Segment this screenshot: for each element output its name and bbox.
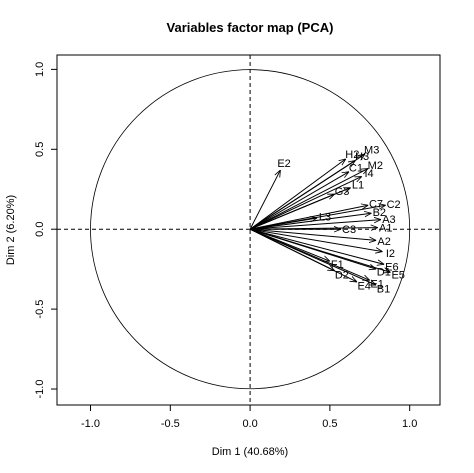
variable-label: G3 bbox=[335, 186, 350, 198]
variable-arrow bbox=[249, 228, 376, 285]
variable-arrow bbox=[249, 228, 390, 272]
y-tick-label: 0.0 bbox=[34, 222, 46, 237]
y-tick-label: 0.5 bbox=[34, 142, 46, 157]
y-tick-label: 1.0 bbox=[34, 62, 46, 77]
variable-arrow bbox=[249, 228, 330, 262]
variable-arrow bbox=[249, 160, 355, 230]
y-tick-label: -0.5 bbox=[34, 300, 46, 319]
variable-arrow bbox=[249, 176, 362, 230]
variable-label: B2 bbox=[373, 207, 386, 219]
plot-frame bbox=[56, 54, 441, 406]
variable-label: A1 bbox=[379, 223, 392, 235]
variable-label: C7 bbox=[369, 199, 383, 211]
chart-title: Variables factor map (PCA) bbox=[167, 20, 334, 35]
variable-arrow bbox=[249, 172, 349, 230]
variable-arrow bbox=[249, 168, 368, 230]
variable-arrow bbox=[249, 205, 368, 230]
variable-arrow bbox=[249, 228, 384, 264]
variable-arrow bbox=[250, 228, 382, 251]
variable-label: M2 bbox=[368, 160, 383, 172]
y-tick-label: -1.0 bbox=[34, 380, 46, 399]
variable-label: F1 bbox=[331, 259, 344, 271]
variable-label: M3 bbox=[364, 145, 379, 157]
variable-label: C3 bbox=[342, 224, 356, 236]
variable-arrow bbox=[249, 170, 280, 230]
variable-label: B1 bbox=[377, 283, 390, 295]
variable-label: E4 bbox=[357, 280, 370, 292]
x-tick-label: -0.5 bbox=[161, 418, 180, 430]
y-axis-label: Dim 2 (6.20%) bbox=[5, 195, 17, 265]
variable-label: L1 bbox=[352, 180, 364, 192]
x-tick-label: 1.0 bbox=[402, 418, 417, 430]
variable-label: L3 bbox=[319, 212, 331, 224]
variable-label: A2 bbox=[377, 236, 390, 248]
variable-label: E5 bbox=[391, 270, 404, 282]
variable-arrow bbox=[250, 218, 317, 230]
variable-arrow bbox=[249, 193, 335, 230]
variable-label: H2 bbox=[345, 149, 359, 161]
x-axis-label: Dim 1 (40.68%) bbox=[212, 446, 288, 458]
variable-arrow bbox=[250, 228, 376, 240]
variable-arrow bbox=[250, 220, 381, 230]
variable-label: I2 bbox=[386, 248, 395, 260]
x-tick-label: -1.0 bbox=[81, 418, 100, 430]
variable-label: I4 bbox=[364, 168, 373, 180]
variable-label: E2 bbox=[277, 158, 290, 170]
variable-label: H3 bbox=[355, 151, 369, 163]
variable-label: C2 bbox=[387, 199, 401, 211]
variable-arrow bbox=[249, 228, 357, 282]
variable-label: A3 bbox=[382, 214, 395, 226]
x-tick-label: 0.0 bbox=[242, 418, 257, 430]
variable-label: C1 bbox=[349, 163, 363, 175]
variable-arrow bbox=[249, 159, 346, 230]
x-tick-label: 0.5 bbox=[322, 418, 337, 430]
